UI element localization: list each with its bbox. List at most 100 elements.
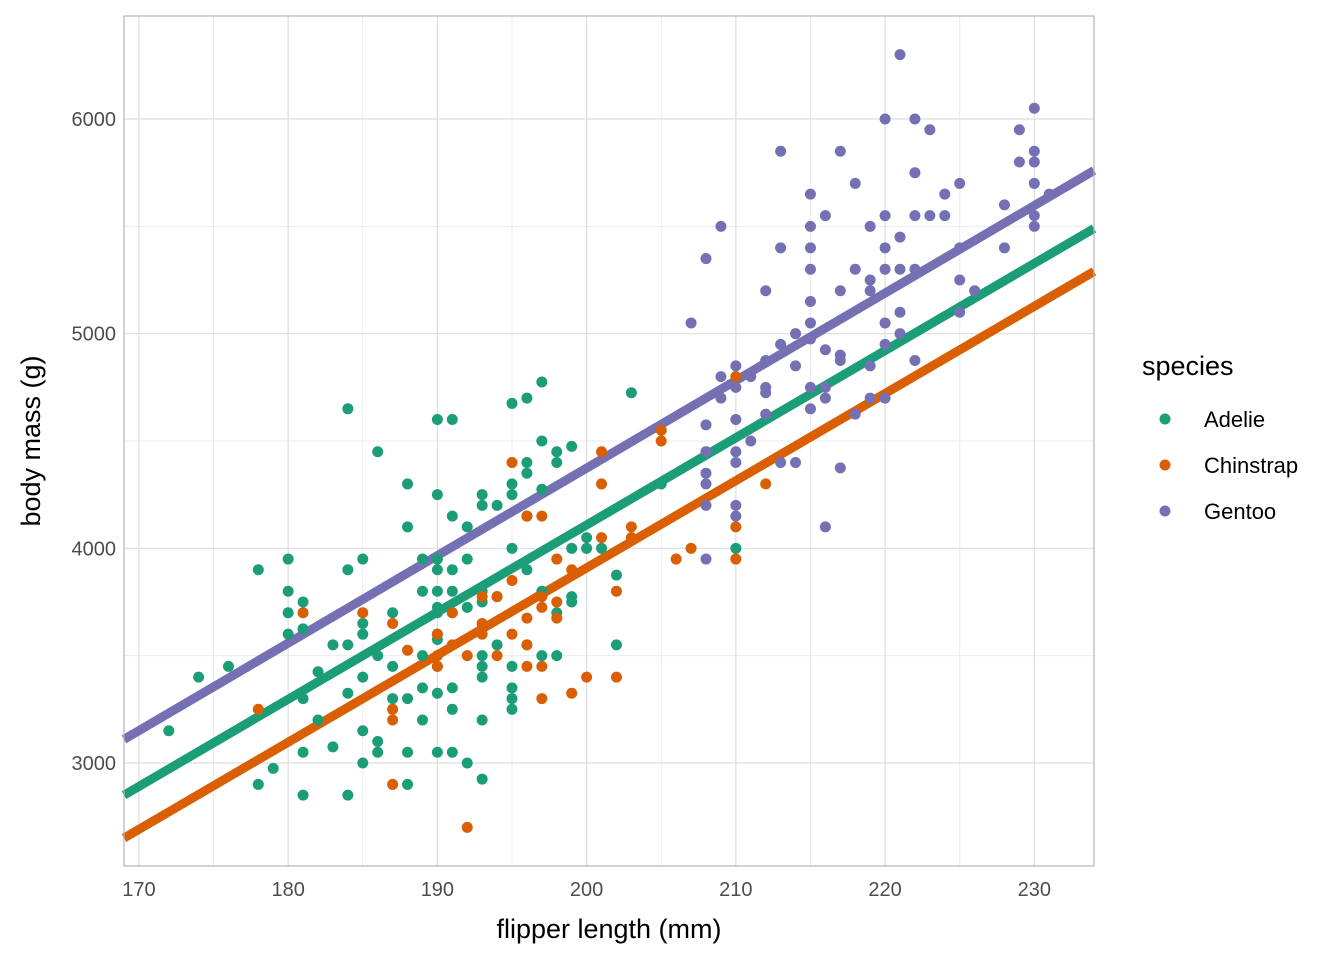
adelie-point (416, 585, 428, 597)
gentoo-point (715, 220, 727, 232)
adelie-legend-key (1159, 413, 1171, 425)
adelie-point (357, 725, 369, 737)
adelie-point (521, 456, 533, 468)
adelie-point (536, 376, 548, 388)
adelie-point (610, 569, 622, 581)
adelie-fit-line (121, 224, 1097, 800)
gentoo-point (849, 263, 861, 275)
x-tick-label: 200 (570, 879, 603, 901)
adelie-point (476, 660, 488, 672)
gentoo-point (939, 210, 951, 222)
gentoo-point (849, 177, 861, 189)
adelie-point (402, 521, 414, 533)
gentoo-point (879, 113, 891, 125)
adelie-point (476, 489, 488, 501)
gentoo-point (804, 220, 816, 232)
chinstrap-point (655, 435, 667, 447)
adelie-point (730, 542, 742, 554)
adelie-point (312, 714, 324, 726)
chinstrap-point (387, 714, 399, 726)
chinstrap-point (461, 650, 473, 662)
gentoo-point (1028, 145, 1040, 157)
chinstrap-point (566, 564, 578, 576)
adelie-point (476, 773, 488, 785)
chinstrap-point (625, 521, 637, 533)
gentoo-point (909, 263, 921, 275)
gentoo-point (700, 553, 712, 565)
gentoo-point (864, 285, 876, 297)
gentoo-point (954, 242, 966, 254)
chinstrap-point (610, 671, 622, 683)
adelie-point (252, 564, 264, 576)
minor-gridlines (124, 16, 1094, 866)
adelie-point (506, 660, 518, 672)
gentoo-point (894, 263, 906, 275)
adelie-point (581, 532, 593, 544)
adelie-point (431, 564, 443, 576)
y-axis-title: body mass (g) (16, 355, 46, 526)
adelie-point (252, 778, 264, 790)
y-tick-label: 5000 (72, 324, 117, 346)
chinstrap-point (536, 601, 548, 613)
adelie-point (342, 687, 354, 699)
adelie-point (357, 553, 369, 565)
chinstrap-point (252, 703, 264, 715)
chinstrap-point (446, 639, 458, 651)
gentoo-point (879, 338, 891, 350)
adelie-point (416, 682, 428, 694)
adelie-point (372, 446, 384, 458)
chinstrap-point (461, 821, 473, 833)
chinstrap-point (521, 510, 533, 522)
chinstrap-point (476, 617, 488, 629)
gentoo-point (998, 242, 1010, 254)
adelie-point (476, 650, 488, 662)
adelie-point (446, 703, 458, 715)
gentoo-point (775, 338, 787, 350)
gentoo-point (760, 355, 772, 367)
adelie-point (297, 746, 309, 758)
adelie-point (431, 687, 443, 699)
adelie-point (476, 671, 488, 683)
chinstrap-point (551, 553, 563, 565)
gentoo-point (864, 392, 876, 404)
gentoo-point (760, 408, 772, 420)
gentoo-point (804, 242, 816, 254)
chinstrap-point (491, 650, 503, 662)
chinstrap-point (566, 687, 578, 699)
gentoo-point (730, 360, 742, 372)
chinstrap-point (491, 591, 503, 603)
gentoo-point (730, 414, 742, 426)
chinstrap-point (431, 650, 443, 662)
gentoo-point (819, 210, 831, 222)
adelie-point (402, 478, 414, 490)
gentoo-point (879, 242, 891, 254)
adelie-point (372, 746, 384, 758)
adelie-point (461, 553, 473, 565)
gentoo-point (998, 199, 1010, 211)
adelie-point (506, 682, 518, 694)
adelie-point (506, 703, 518, 715)
adelie-point (357, 671, 369, 683)
chinstrap-point (521, 639, 533, 651)
adelie-point (193, 671, 205, 683)
gentoo-point (909, 355, 921, 367)
gentoo-point (819, 521, 831, 533)
y-tick-label: 3000 (72, 753, 117, 775)
gentoo-point (775, 145, 787, 157)
chinstrap-point (446, 607, 458, 619)
x-axis-ticks: 170 180 190 200 210 220 230 (122, 879, 1051, 901)
gentoo-point (834, 285, 846, 297)
adelie-point (297, 623, 309, 635)
adelie-point (491, 499, 503, 511)
adelie-point (387, 693, 399, 705)
adelie-point (446, 682, 458, 694)
y-tick-label: 4000 (72, 538, 117, 560)
chinstrap-legend-key (1159, 459, 1171, 471)
adelie-point (566, 596, 578, 608)
gentoo-point (909, 113, 921, 125)
gentoo-point (730, 446, 742, 458)
chinstrap-point (357, 607, 369, 619)
gentoo-point (864, 274, 876, 286)
adelie-point (357, 757, 369, 769)
